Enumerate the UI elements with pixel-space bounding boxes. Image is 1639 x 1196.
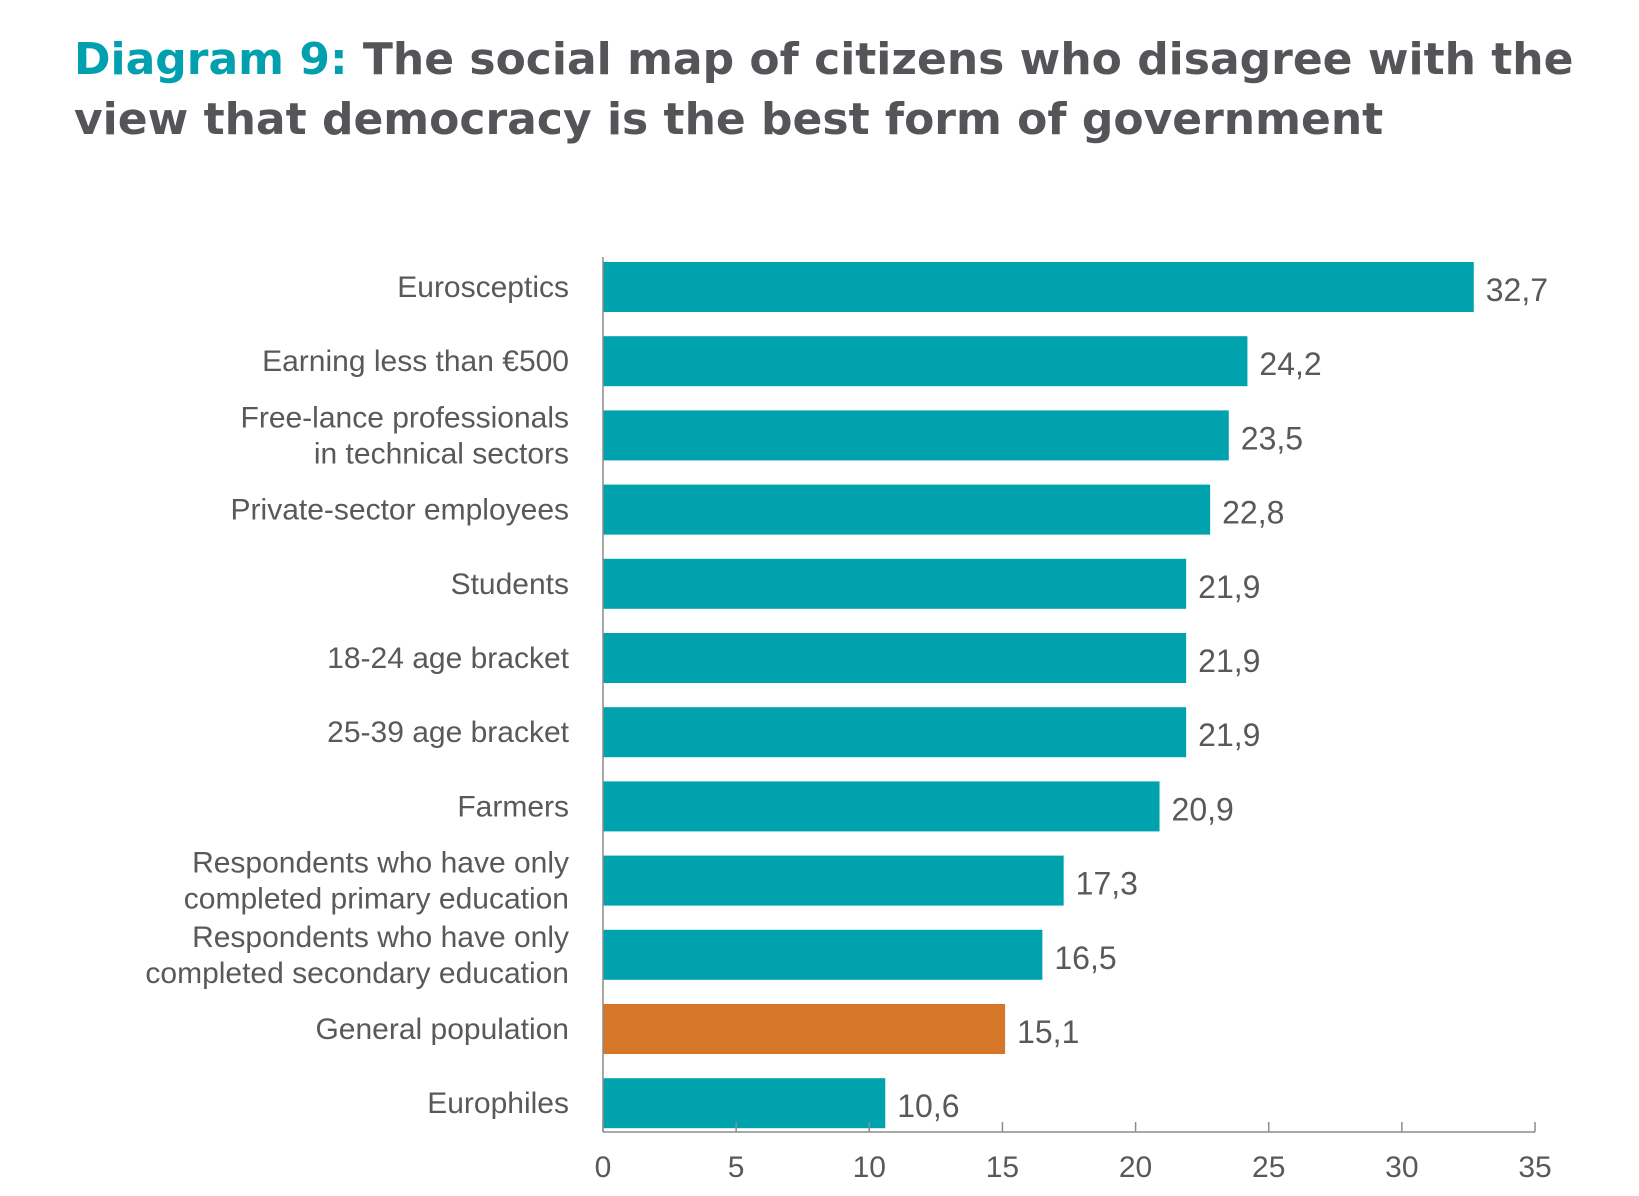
- data-label-0: 32,7: [1486, 272, 1548, 308]
- category-label-9-line-1: completed secondary education: [145, 957, 569, 990]
- data-label-10: 15,1: [1017, 1014, 1079, 1050]
- x-tick-label-1: 5: [728, 1151, 745, 1184]
- data-label-4: 21,9: [1198, 569, 1260, 605]
- category-label-2-line-1: in technical sectors: [314, 437, 569, 470]
- x-tick-label-0: 0: [595, 1151, 612, 1184]
- category-label-5: 18-24 age bracket: [327, 642, 569, 675]
- bar-9: [603, 929, 1043, 980]
- bar-4: [603, 558, 1187, 609]
- chart-title-prefix: Diagram 9:: [74, 34, 348, 85]
- category-label-9-line-0: Respondents who have only: [192, 921, 569, 954]
- category-label-8-line-0: Respondents who have only: [192, 847, 569, 880]
- bar-10: [603, 1004, 1006, 1054]
- x-tick-label-2: 10: [853, 1151, 886, 1184]
- category-label-3: Private-sector employees: [231, 494, 569, 527]
- x-tick-label-7: 35: [1518, 1151, 1551, 1184]
- bar-5: [603, 633, 1187, 683]
- data-label-5: 21,9: [1198, 643, 1260, 679]
- category-label-2-line-0: Free-lance professionals: [241, 401, 570, 434]
- data-label-6: 21,9: [1198, 717, 1260, 753]
- bar-7: [603, 781, 1160, 832]
- category-label-10: General population: [315, 1013, 569, 1046]
- category-label-8-line-1: completed primary education: [184, 883, 569, 916]
- category-label-0: Eurosceptics: [397, 271, 569, 304]
- data-label-9: 16,5: [1054, 940, 1116, 976]
- bar-0: [603, 262, 1474, 312]
- category-label-1: Earning less than €500: [262, 345, 569, 378]
- bar-11: [603, 1078, 886, 1129]
- data-label-1: 24,2: [1259, 346, 1321, 382]
- x-tick-label-3: 15: [986, 1151, 1019, 1184]
- data-label-7: 20,9: [1172, 791, 1234, 827]
- x-tick-label-6: 30: [1385, 1151, 1418, 1184]
- bar-8: [603, 855, 1064, 906]
- bar-3: [603, 484, 1211, 535]
- x-tick-label-4: 20: [1119, 1151, 1152, 1184]
- category-label-7: Farmers: [457, 790, 569, 823]
- data-label-11: 10,6: [897, 1088, 959, 1124]
- bar-6: [603, 707, 1187, 758]
- data-label-8: 17,3: [1076, 866, 1138, 902]
- bar-2: [603, 410, 1229, 461]
- data-label-3: 22,8: [1222, 495, 1284, 531]
- chart-title-text: The social map of citizens who disagree …: [74, 34, 1574, 145]
- category-label-11: Europhiles: [427, 1087, 569, 1120]
- category-label-4: Students: [451, 568, 569, 601]
- x-tick-label-5: 25: [1252, 1151, 1285, 1184]
- bar-1: [603, 336, 1248, 387]
- data-label-2: 23,5: [1241, 420, 1303, 456]
- category-label-6: 25-39 age bracket: [327, 716, 569, 749]
- chart-title: Diagram 9: The social map of citizens wh…: [74, 30, 1594, 150]
